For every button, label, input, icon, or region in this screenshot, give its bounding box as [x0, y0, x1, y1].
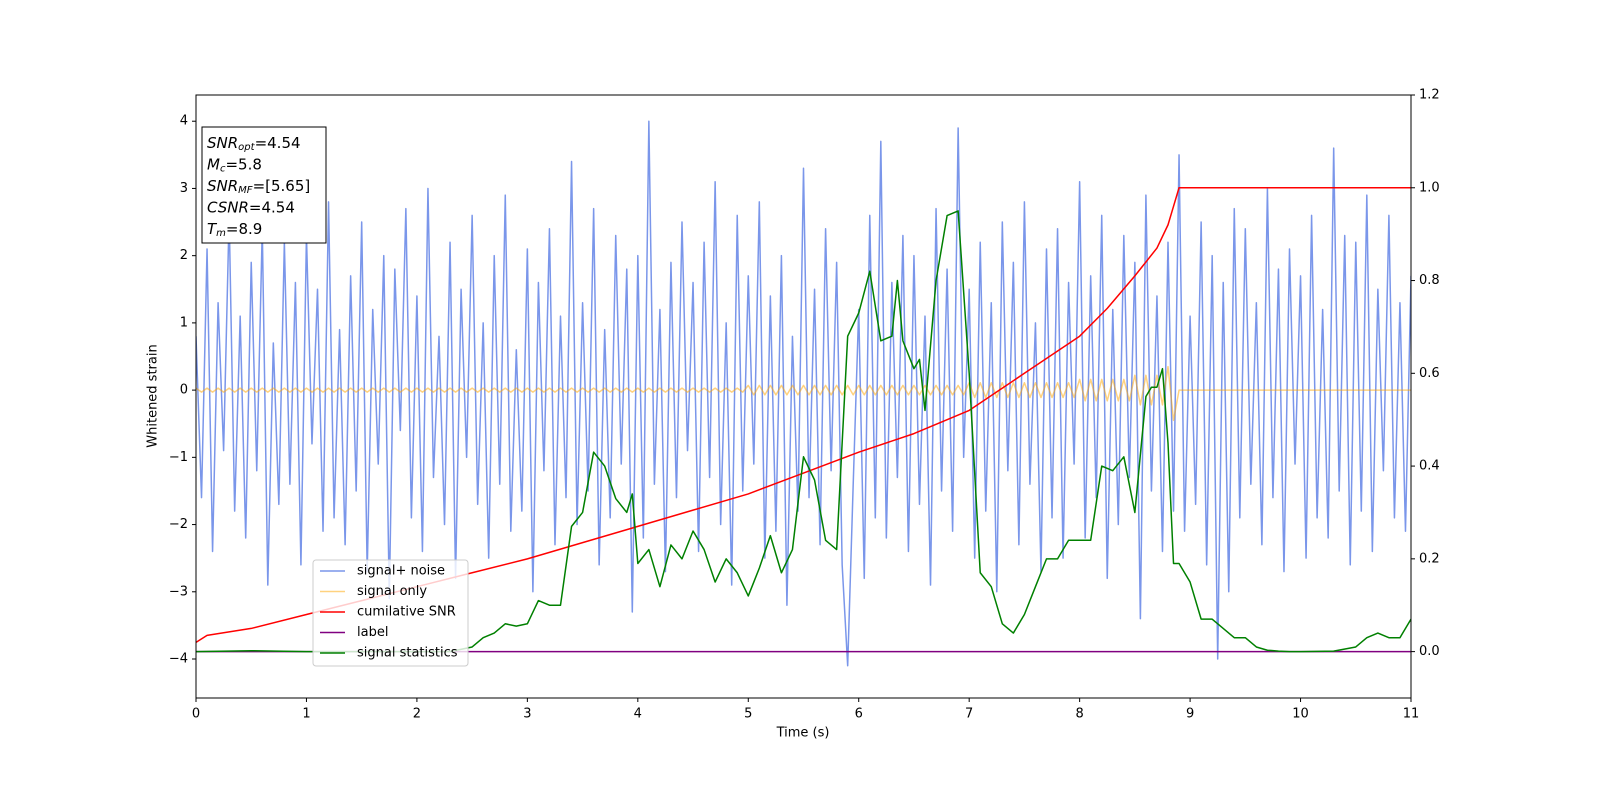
legend-label: signal statistics	[357, 646, 458, 661]
x-tick-label: 4	[634, 707, 642, 722]
annotation-value: =4.54	[249, 198, 295, 216]
x-tick-label: 11	[1403, 707, 1420, 722]
legend-label: signal only	[357, 584, 427, 599]
legend: signal+ noise signal only cumilative SNR la…	[312, 559, 469, 667]
annotation-value: =4.54	[255, 134, 301, 152]
y2-tick-label: 0.8	[1419, 273, 1440, 288]
y-tick-label: 4	[180, 114, 188, 129]
x-tick-label: 8	[1075, 707, 1083, 722]
annotation-value: =[5.65]	[253, 177, 311, 195]
annotation-math: SNR	[207, 134, 238, 152]
annotation: Tm=8.9	[207, 220, 262, 240]
series-line	[196, 120, 1411, 667]
y-tick-label: 2	[180, 248, 188, 263]
x-tick-label: 2	[413, 707, 421, 722]
series-line	[196, 365, 1411, 422]
annotation: SNRopt=4.54	[207, 134, 301, 154]
x-tick-label: 9	[1186, 707, 1194, 722]
annotation-subscript: c	[220, 164, 226, 175]
legend-label: cumilative SNR	[357, 605, 456, 620]
annotation-value: =5.8	[225, 155, 261, 173]
y-tick-label: 1	[180, 315, 188, 330]
annotation-math: T	[207, 220, 218, 238]
x-tick-label: 1	[302, 707, 310, 722]
axes-frame	[195, 94, 1412, 699]
x-axis-label: Time (s)	[776, 726, 830, 741]
annotation-math: SNR	[207, 177, 238, 195]
x-tick-label: 7	[965, 707, 973, 722]
annotation-box: SNRopt=4.54Mc=5.8SNRMF=[5.65]CSNR=4.54Tm…	[201, 126, 327, 244]
y2-tick-label: 0.4	[1419, 459, 1440, 474]
x-tick-label: 6	[855, 707, 863, 722]
annotation: CSNR=4.54	[207, 198, 295, 216]
legend-frame	[312, 559, 469, 667]
axes: 0 1 2 3 4 5 6 7 8 9 10 11 −4 −3 −2 −1 0 1 2 3 4 0.0 0.2 0.4 0.6 0…	[169, 88, 1440, 722]
annotation-frame	[201, 126, 327, 244]
y-tick-label: 0	[180, 383, 188, 398]
annotation-value: =8.9	[226, 220, 262, 238]
y2-tick-label: 1.2	[1419, 88, 1440, 103]
y-tick-label: −2	[169, 517, 188, 532]
x-tick-label: 10	[1292, 707, 1309, 722]
annotation-subscript: opt	[238, 142, 255, 153]
annotation: SNRMF=[5.65]	[207, 177, 310, 197]
legend-label: label	[357, 625, 388, 640]
y2-tick-label: 0.6	[1419, 366, 1440, 381]
annotation: Mc=5.8	[207, 155, 262, 175]
y-tick-label: −3	[169, 584, 188, 599]
y-tick-label: −4	[169, 652, 188, 667]
y2-tick-label: 0.0	[1419, 644, 1440, 659]
y-axis-label: Whitened strain	[146, 344, 161, 447]
annotation-math: CSNR	[207, 198, 249, 216]
x-tick-label: 0	[192, 707, 200, 722]
y-tick-label: −1	[169, 450, 188, 465]
x-tick-label: 5	[744, 707, 752, 722]
legend-label: signal+ noise	[357, 564, 445, 579]
y2-tick-label: 0.2	[1419, 551, 1440, 566]
y2-tick-label: 1.0	[1419, 180, 1440, 195]
series-line	[196, 210, 1411, 653]
annotation-subscript: MF	[238, 185, 253, 196]
x-tick-label: 3	[523, 707, 531, 722]
annotation-math: M	[207, 155, 220, 173]
annotation-subscript: m	[216, 228, 226, 239]
y-tick-label: 3	[180, 181, 188, 196]
